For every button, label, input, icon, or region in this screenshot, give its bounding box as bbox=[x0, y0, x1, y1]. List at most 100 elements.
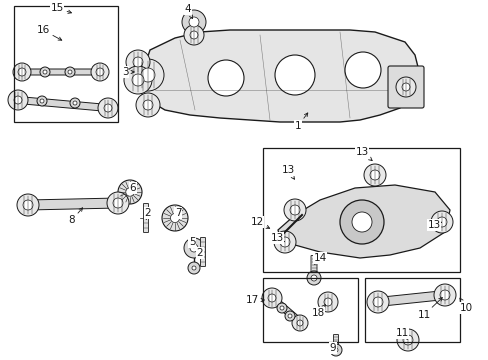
Circle shape bbox=[207, 60, 244, 96]
FancyBboxPatch shape bbox=[143, 203, 148, 233]
Circle shape bbox=[183, 25, 203, 45]
Circle shape bbox=[273, 231, 295, 253]
Circle shape bbox=[107, 192, 129, 214]
Polygon shape bbox=[135, 30, 419, 122]
Circle shape bbox=[113, 198, 123, 208]
Circle shape bbox=[91, 63, 109, 81]
Circle shape bbox=[439, 290, 449, 300]
Text: 13: 13 bbox=[270, 233, 284, 243]
Text: 13: 13 bbox=[427, 220, 441, 230]
Circle shape bbox=[141, 68, 155, 82]
Circle shape bbox=[366, 291, 388, 313]
Circle shape bbox=[280, 237, 289, 247]
FancyBboxPatch shape bbox=[387, 66, 423, 108]
Circle shape bbox=[402, 335, 412, 345]
Circle shape bbox=[285, 311, 294, 321]
FancyBboxPatch shape bbox=[310, 256, 316, 274]
Circle shape bbox=[8, 90, 28, 110]
FancyBboxPatch shape bbox=[200, 238, 205, 266]
Circle shape bbox=[126, 50, 150, 74]
Circle shape bbox=[363, 164, 385, 186]
Circle shape bbox=[65, 67, 75, 77]
Circle shape bbox=[18, 68, 26, 76]
Circle shape bbox=[40, 67, 50, 77]
Text: 16: 16 bbox=[36, 25, 61, 40]
Circle shape bbox=[369, 170, 379, 180]
Bar bbox=[14, 6, 118, 122]
Circle shape bbox=[40, 99, 44, 103]
Text: 11: 11 bbox=[395, 328, 408, 339]
Circle shape bbox=[351, 212, 371, 232]
Circle shape bbox=[317, 292, 337, 312]
Circle shape bbox=[43, 70, 47, 74]
Circle shape bbox=[372, 297, 382, 307]
Circle shape bbox=[73, 101, 77, 105]
Circle shape bbox=[433, 284, 455, 306]
Circle shape bbox=[133, 57, 142, 67]
Circle shape bbox=[132, 59, 163, 91]
Circle shape bbox=[136, 93, 160, 117]
Circle shape bbox=[132, 74, 143, 86]
Circle shape bbox=[190, 31, 198, 39]
Circle shape bbox=[183, 238, 203, 258]
Text: 12: 12 bbox=[250, 217, 269, 228]
Circle shape bbox=[23, 200, 33, 210]
Circle shape bbox=[170, 213, 179, 222]
Bar bbox=[263, 148, 459, 272]
Circle shape bbox=[187, 262, 200, 274]
Circle shape bbox=[291, 315, 307, 331]
Circle shape bbox=[124, 66, 152, 94]
Circle shape bbox=[96, 68, 104, 76]
Text: 13: 13 bbox=[355, 147, 371, 161]
Circle shape bbox=[118, 180, 142, 204]
Circle shape bbox=[125, 188, 134, 196]
Circle shape bbox=[68, 70, 72, 74]
Circle shape bbox=[276, 303, 286, 313]
Circle shape bbox=[284, 199, 305, 221]
Circle shape bbox=[436, 217, 446, 227]
Circle shape bbox=[267, 294, 275, 302]
Text: 10: 10 bbox=[459, 298, 471, 313]
Text: 1: 1 bbox=[294, 113, 307, 131]
Circle shape bbox=[192, 266, 196, 270]
Polygon shape bbox=[278, 185, 449, 258]
Circle shape bbox=[395, 77, 415, 97]
Circle shape bbox=[70, 98, 80, 108]
Circle shape bbox=[262, 288, 282, 308]
Text: 5: 5 bbox=[188, 237, 195, 248]
Text: 3: 3 bbox=[122, 67, 134, 77]
FancyBboxPatch shape bbox=[21, 69, 101, 75]
Circle shape bbox=[430, 211, 452, 233]
Text: 9: 9 bbox=[329, 342, 336, 353]
Circle shape bbox=[333, 348, 337, 352]
Circle shape bbox=[142, 100, 153, 110]
Circle shape bbox=[274, 55, 314, 95]
Text: 2: 2 bbox=[196, 248, 203, 258]
Circle shape bbox=[339, 200, 383, 244]
Circle shape bbox=[14, 96, 22, 104]
Circle shape bbox=[182, 10, 205, 34]
Circle shape bbox=[324, 298, 331, 306]
Bar bbox=[364, 278, 459, 342]
Circle shape bbox=[345, 52, 380, 88]
Circle shape bbox=[296, 320, 303, 326]
FancyBboxPatch shape bbox=[17, 96, 109, 112]
FancyBboxPatch shape bbox=[269, 295, 302, 325]
Circle shape bbox=[401, 83, 409, 91]
Circle shape bbox=[306, 271, 320, 285]
Text: 15: 15 bbox=[50, 3, 71, 13]
Text: 11: 11 bbox=[417, 298, 442, 320]
Text: 7: 7 bbox=[174, 208, 181, 218]
Text: 14: 14 bbox=[313, 253, 326, 264]
Circle shape bbox=[287, 314, 291, 318]
Text: 17: 17 bbox=[245, 295, 264, 305]
Text: 13: 13 bbox=[281, 165, 294, 179]
Circle shape bbox=[17, 194, 39, 216]
Circle shape bbox=[189, 17, 199, 27]
Circle shape bbox=[104, 104, 112, 112]
Circle shape bbox=[329, 344, 341, 356]
Circle shape bbox=[310, 275, 316, 281]
Circle shape bbox=[162, 205, 187, 231]
Circle shape bbox=[289, 205, 299, 215]
Circle shape bbox=[396, 329, 418, 351]
